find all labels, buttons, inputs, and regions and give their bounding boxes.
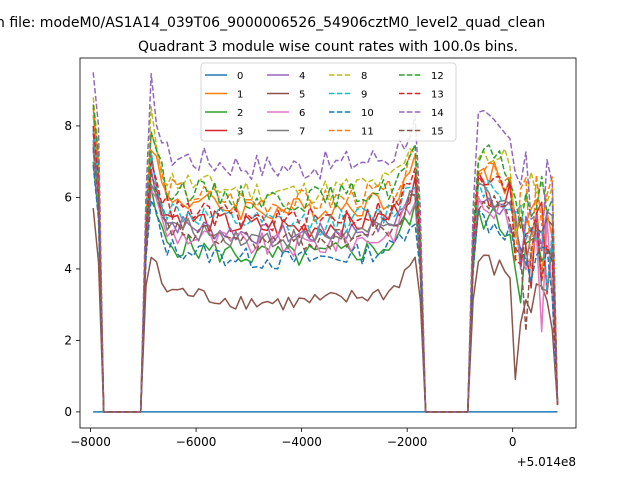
figure-suptitle: n file: modeM0/AS1A14_039T06_9000006526_…	[0, 15, 545, 31]
series-line-11	[92, 107, 559, 413]
legend-label: 4	[299, 71, 305, 82]
y-tick-label: 4	[64, 262, 72, 276]
series-line-12	[92, 104, 559, 413]
series-line-9	[92, 129, 559, 413]
legend-item-2: 2	[205, 108, 243, 119]
legend-item-10: 10	[329, 108, 374, 119]
series-line-10	[92, 165, 559, 413]
plot-area	[79, 57, 577, 429]
x-tick-label: −6000	[176, 435, 217, 449]
legend-label: 2	[237, 108, 243, 119]
series-line-14	[92, 72, 559, 413]
legend-item-14: 14	[399, 108, 444, 119]
legend-item-15: 15	[399, 127, 444, 138]
y-tick-label: 8	[64, 119, 72, 133]
legend-label: 7	[299, 127, 305, 138]
legend-label: 12	[431, 71, 444, 82]
legend-label: 8	[361, 71, 367, 82]
x-tick-label: −8000	[70, 435, 111, 449]
legend-label: 5	[299, 90, 305, 101]
y-axis: 0 2 4 6 8	[64, 119, 80, 419]
legend-item-5: 5	[267, 90, 305, 101]
x-tick-label: −2000	[387, 435, 428, 449]
legend-item-1: 1	[205, 90, 243, 101]
x-tick-label: −4000	[281, 435, 322, 449]
series-layer	[92, 72, 559, 413]
legend-item-3: 3	[205, 127, 243, 138]
legend-item-6: 6	[267, 108, 305, 119]
legend-label: 6	[299, 108, 305, 119]
y-tick-label: 6	[64, 190, 72, 204]
y-tick-label: 0	[64, 405, 72, 419]
x-offset-label: +5.014e8	[517, 455, 576, 469]
plot-frame	[79, 57, 577, 429]
legend-item-8: 8	[329, 71, 367, 82]
legend-label: 10	[361, 108, 374, 119]
legend-label: 11	[361, 127, 374, 138]
legend-item-0: 0	[205, 71, 243, 82]
chart-title: Quadrant 3 module wise count rates with …	[138, 39, 518, 55]
legend-item-4: 4	[267, 71, 305, 82]
legend-label: 0	[237, 71, 243, 82]
legend-item-11: 11	[329, 127, 374, 138]
legend-frame	[200, 62, 457, 142]
legend-item-13: 13	[399, 90, 444, 101]
series-line-13	[92, 125, 559, 413]
series-line-5	[92, 208, 559, 413]
legend-label: 9	[361, 90, 367, 101]
x-axis: −8000 −6000 −4000 −2000 0	[70, 428, 517, 449]
legend-label: 14	[431, 108, 444, 119]
series-line-15	[92, 147, 559, 413]
legend-item-12: 12	[399, 71, 444, 82]
series-line-7	[92, 143, 559, 413]
legend-item-7: 7	[267, 127, 305, 138]
y-tick-label: 2	[64, 333, 72, 347]
legend-label: 13	[431, 90, 444, 101]
x-tick-label: 0	[509, 435, 517, 449]
legend-label: 3	[237, 127, 243, 138]
legend-label: 1	[237, 90, 243, 101]
legend-item-9: 9	[329, 90, 367, 101]
series-line-8	[92, 97, 559, 413]
legend-label: 15	[431, 127, 444, 138]
